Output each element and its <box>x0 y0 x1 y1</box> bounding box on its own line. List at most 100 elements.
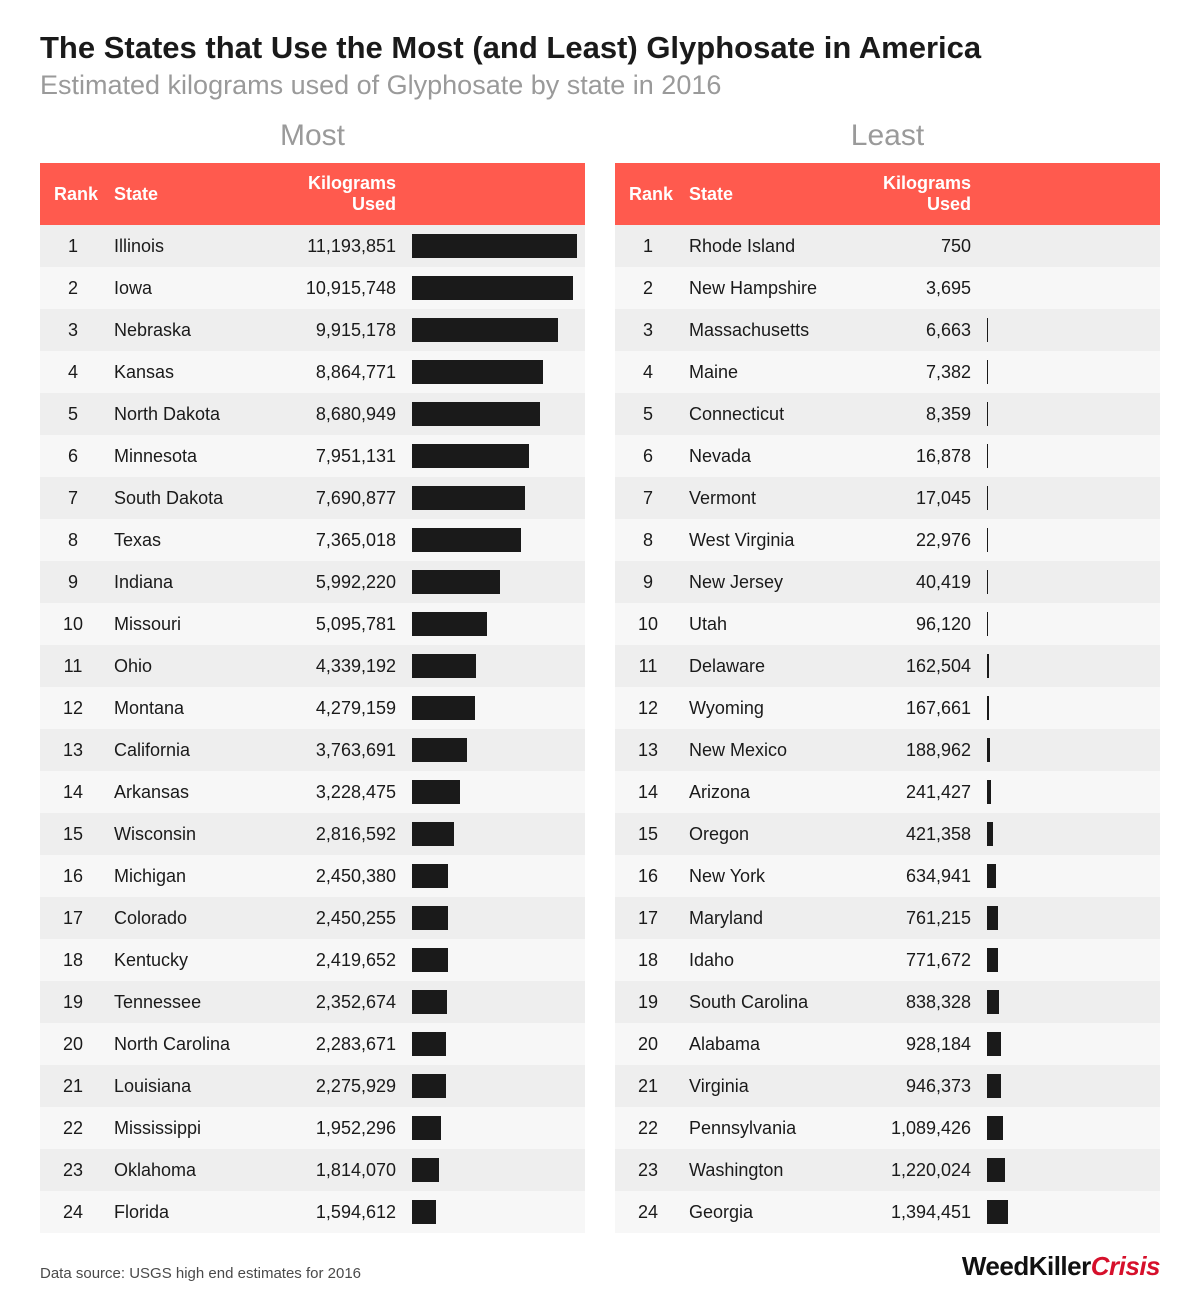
cell-state: New Jersey <box>681 561 841 603</box>
bar <box>412 864 448 888</box>
cell-bar <box>406 813 585 855</box>
cell-kg: 634,941 <box>841 855 981 897</box>
cell-state: Montana <box>106 687 266 729</box>
table-row: 23Oklahoma1,814,070 <box>40 1149 585 1191</box>
bar <box>987 1158 1005 1182</box>
table-row: 19South Carolina838,328 <box>615 981 1160 1023</box>
cell-kg: 1,952,296 <box>266 1107 406 1149</box>
cell-state: New Hampshire <box>681 267 841 309</box>
cell-state: Florida <box>106 1191 266 1233</box>
table-block-most: Most Rank State Kilograms Used 1Illinois… <box>40 119 585 1233</box>
cell-bar <box>406 561 585 603</box>
table-row: 22Pennsylvania1,089,426 <box>615 1107 1160 1149</box>
cell-bar <box>406 393 585 435</box>
cell-bar <box>981 939 1160 981</box>
cell-rank: 14 <box>615 771 681 813</box>
cell-kg: 3,695 <box>841 267 981 309</box>
brand-part1: WeedKiller <box>962 1251 1091 1281</box>
table-body-least: 1Rhode Island7502New Hampshire3,6953Mass… <box>615 225 1160 1233</box>
cell-kg: 16,878 <box>841 435 981 477</box>
cell-rank: 8 <box>40 519 106 561</box>
cell-rank: 24 <box>615 1191 681 1233</box>
bar <box>987 1074 1001 1098</box>
table-header-row: Rank State Kilograms Used <box>615 163 1160 225</box>
bar <box>412 696 475 720</box>
bar <box>412 1074 446 1098</box>
cell-bar <box>406 477 585 519</box>
table-row: 11Ohio4,339,192 <box>40 645 585 687</box>
cell-state: Washington <box>681 1149 841 1191</box>
cell-kg: 838,328 <box>841 981 981 1023</box>
cell-kg: 7,365,018 <box>266 519 406 561</box>
cell-state: Alabama <box>681 1023 841 1065</box>
table-row: 16New York634,941 <box>615 855 1160 897</box>
cell-rank: 24 <box>40 1191 106 1233</box>
table-row: 14Arkansas3,228,475 <box>40 771 585 813</box>
cell-state: Arkansas <box>106 771 266 813</box>
cell-state: Virginia <box>681 1065 841 1107</box>
cell-bar <box>981 225 1160 267</box>
bar <box>987 570 988 594</box>
bar <box>987 990 999 1014</box>
cell-state: West Virginia <box>681 519 841 561</box>
bar <box>412 906 448 930</box>
cell-bar <box>981 351 1160 393</box>
cell-kg: 188,962 <box>841 729 981 771</box>
cell-rank: 4 <box>615 351 681 393</box>
table-row: 24Georgia1,394,451 <box>615 1191 1160 1233</box>
cell-bar <box>406 771 585 813</box>
cell-rank: 9 <box>40 561 106 603</box>
col-header-bar <box>981 163 1160 225</box>
cell-kg: 1,220,024 <box>841 1149 981 1191</box>
cell-rank: 3 <box>40 309 106 351</box>
cell-bar <box>981 309 1160 351</box>
table-row: 1Rhode Island750 <box>615 225 1160 267</box>
table-row: 16Michigan2,450,380 <box>40 855 585 897</box>
cell-rank: 1 <box>615 225 681 267</box>
cell-bar <box>406 1149 585 1191</box>
cell-state: Wisconsin <box>106 813 266 855</box>
cell-rank: 14 <box>40 771 106 813</box>
cell-kg: 6,663 <box>841 309 981 351</box>
cell-bar <box>406 1191 585 1233</box>
table-row: 19Tennessee2,352,674 <box>40 981 585 1023</box>
table-body-most: 1Illinois11,193,8512Iowa10,915,7483Nebra… <box>40 225 585 1233</box>
cell-bar <box>406 519 585 561</box>
cell-rank: 21 <box>615 1065 681 1107</box>
cell-rank: 17 <box>615 897 681 939</box>
cell-bar <box>981 267 1160 309</box>
page-subtitle: Estimated kilograms used of Glyphosate b… <box>40 70 1160 101</box>
table-row: 2Iowa10,915,748 <box>40 267 585 309</box>
cell-rank: 5 <box>40 393 106 435</box>
cell-rank: 2 <box>615 267 681 309</box>
cell-state: Oklahoma <box>106 1149 266 1191</box>
cell-rank: 15 <box>40 813 106 855</box>
table-row: 10Missouri5,095,781 <box>40 603 585 645</box>
bar <box>987 864 996 888</box>
cell-bar <box>981 897 1160 939</box>
cell-rank: 2 <box>40 267 106 309</box>
cell-rank: 15 <box>615 813 681 855</box>
col-header-state: State <box>106 163 266 225</box>
cell-rank: 7 <box>40 477 106 519</box>
cell-state: Minnesota <box>106 435 266 477</box>
cell-kg: 2,450,380 <box>266 855 406 897</box>
cell-rank: 18 <box>40 939 106 981</box>
cell-state: Iowa <box>106 267 266 309</box>
cell-rank: 19 <box>615 981 681 1023</box>
cell-rank: 19 <box>40 981 106 1023</box>
cell-rank: 20 <box>615 1023 681 1065</box>
bar <box>412 402 540 426</box>
cell-kg: 8,680,949 <box>266 393 406 435</box>
cell-state: Wyoming <box>681 687 841 729</box>
bar <box>412 234 577 258</box>
bar <box>412 990 447 1014</box>
cell-kg: 7,951,131 <box>266 435 406 477</box>
table-row: 9New Jersey40,419 <box>615 561 1160 603</box>
cell-rank: 17 <box>40 897 106 939</box>
cell-state: New Mexico <box>681 729 841 771</box>
cell-state: Georgia <box>681 1191 841 1233</box>
cell-state: Massachusetts <box>681 309 841 351</box>
table-row: 8West Virginia22,976 <box>615 519 1160 561</box>
bar <box>987 1032 1001 1056</box>
